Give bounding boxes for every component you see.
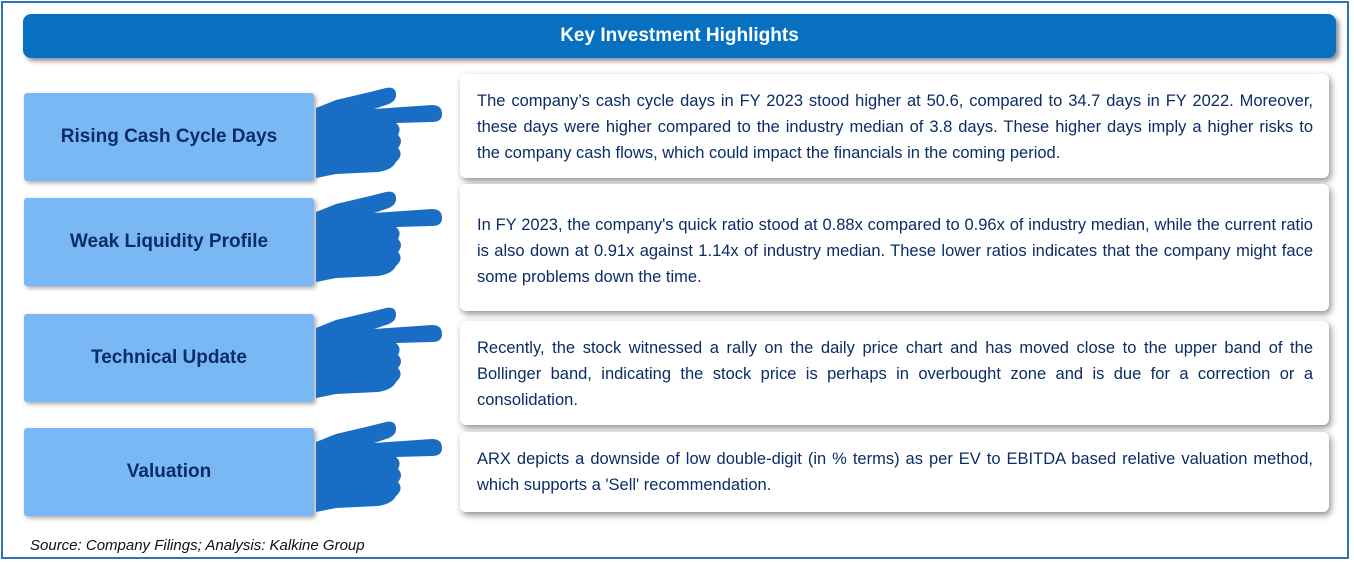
pointing-hand-icon <box>316 191 442 282</box>
pointing-hand-icon <box>316 421 442 512</box>
highlight-description-cash-cycle: The company’s cash cycle days in FY 2023… <box>460 74 1329 178</box>
source-note: Source: Company Filings; Analysis: Kalki… <box>30 537 365 554</box>
highlight-description-valuation: ARX depicts a downside of low double-dig… <box>460 432 1329 512</box>
pointing-hand-icon <box>316 87 442 178</box>
highlight-label-liquidity: Weak Liquidity Profile <box>24 198 314 286</box>
highlight-label-technical: Technical Update <box>24 314 314 402</box>
highlight-label-cash-cycle: Rising Cash Cycle Days <box>24 93 314 181</box>
highlight-description-technical: Recently, the stock witnessed a rally on… <box>460 321 1329 425</box>
highlight-label-valuation: Valuation <box>24 428 314 516</box>
highlight-description-liquidity: In FY 2023, the company's quick ratio st… <box>460 184 1329 311</box>
pointing-hand-icon <box>316 307 442 398</box>
page-title: Key Investment Highlights <box>23 14 1336 58</box>
